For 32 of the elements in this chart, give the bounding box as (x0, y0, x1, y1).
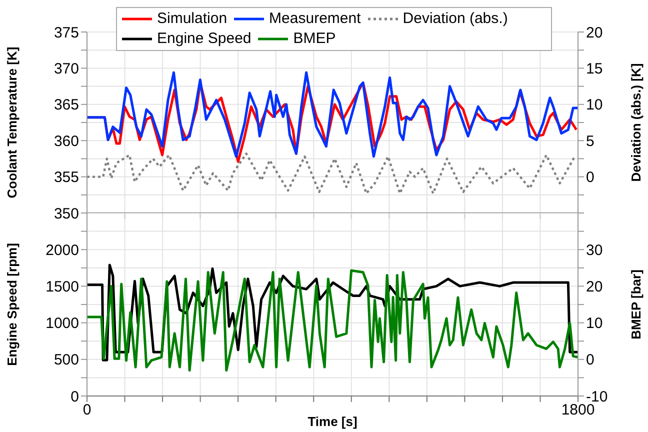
y-tick-label: 355 (54, 169, 79, 186)
y-tick-label: 350 (54, 205, 79, 222)
legend-label: Engine Speed (157, 29, 252, 49)
y2-tick-label: 0 (586, 352, 594, 369)
y-tick-label: 1500 (46, 278, 79, 296)
y2-axis-title: BMEP [bar] (628, 270, 644, 340)
y-axis-title: Engine Speed [rpm] (4, 243, 20, 366)
y2-tick-label: 10 (586, 96, 603, 114)
y-tick-label: 370 (54, 60, 79, 78)
line-series (87, 71, 578, 158)
y2-tick-label: 20 (586, 278, 603, 296)
y-axis-title: Coolant Temperature [K] (4, 46, 20, 198)
legend-label: BMEP (293, 29, 336, 49)
y2-tick-label: 10 (586, 315, 603, 332)
y-tick-label: 375 (54, 24, 79, 42)
y2-tick-label: 30 (586, 242, 603, 259)
y2-axis-title: Deviation (abs.) [K] (628, 63, 644, 182)
y-tick-label: 2000 (46, 242, 79, 259)
x-axis-title: Time [s] (308, 414, 358, 429)
legend-label: Deviation (abs.) (402, 9, 508, 29)
y-tick-label: 365 (54, 96, 79, 114)
y2-tick-label: 15 (586, 60, 603, 78)
y-tick-label: 360 (54, 132, 79, 150)
y-tick-label: 500 (54, 352, 79, 369)
y-tick-label: 1000 (46, 315, 79, 332)
legend-label: Measurement (269, 9, 361, 29)
line-series (87, 152, 576, 195)
y-tick-label: 0 (70, 388, 79, 406)
legend-label: Simulation (157, 9, 228, 29)
y2-tick-label: 0 (586, 169, 594, 186)
y2-tick-label: 20 (586, 24, 603, 42)
y2-tick-label: 5 (586, 132, 594, 150)
